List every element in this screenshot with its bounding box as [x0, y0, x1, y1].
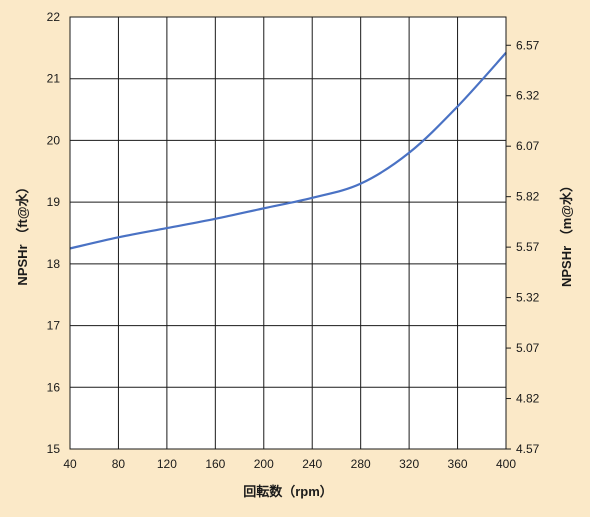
y-right-tick-label: 4.82	[516, 392, 540, 406]
y-left-tick-labels: 15 16 17 18 19 20 21 22	[47, 10, 61, 456]
x-tick-label: 280	[351, 457, 371, 471]
y-right-tick-labels: 4.57 4.82 5.07 5.32 5.57 5.82 6.07 6.32 6.57	[516, 38, 540, 456]
x-tick-label: 200	[254, 457, 274, 471]
y-axis-label-left: NPSHr （ft@水）	[15, 180, 30, 285]
x-tick-label: 320	[399, 457, 419, 471]
y-right-tick-label: 6.32	[516, 89, 540, 103]
x-tick-label: 360	[448, 457, 468, 471]
y-tick-label: 17	[47, 319, 61, 333]
x-tick-label: 80	[112, 457, 126, 471]
y-tick-label: 22	[47, 10, 61, 24]
y-axis-label-right: NPSHr （m@水）	[559, 179, 574, 287]
y-tick-label: 20	[47, 133, 61, 147]
npshr-series-line	[69, 52, 507, 250]
y-tick-label: 19	[47, 195, 61, 209]
x-axis-label: 回転数（rpm）	[243, 484, 333, 499]
x-tick-label: 120	[157, 457, 177, 471]
y-right-tick-label: 4.57	[516, 442, 540, 456]
y-right-tick-label: 5.82	[516, 190, 540, 204]
x-tick-label: 400	[496, 457, 516, 471]
y-right-tick-label: 6.07	[516, 139, 540, 153]
x-tick-label: 40	[63, 457, 77, 471]
series-group	[69, 52, 507, 250]
y-right-tick-label: 6.57	[516, 38, 540, 52]
y-tick-label: 15	[47, 442, 61, 456]
y-tick-label: 18	[47, 257, 61, 271]
x-tick-labels: 40 80 120 160 200 240 280 320 360 400	[63, 457, 516, 471]
x-tick-label: 160	[205, 457, 225, 471]
x-tick-label: 240	[302, 457, 322, 471]
y-tick-label: 21	[47, 72, 61, 86]
plot-border	[69, 16, 507, 450]
y-right-tick-label: 5.07	[516, 341, 540, 355]
y-tick-label: 16	[47, 380, 61, 394]
y-right-tick-label: 5.57	[516, 240, 540, 254]
y-right-tick-label: 5.32	[516, 291, 540, 305]
